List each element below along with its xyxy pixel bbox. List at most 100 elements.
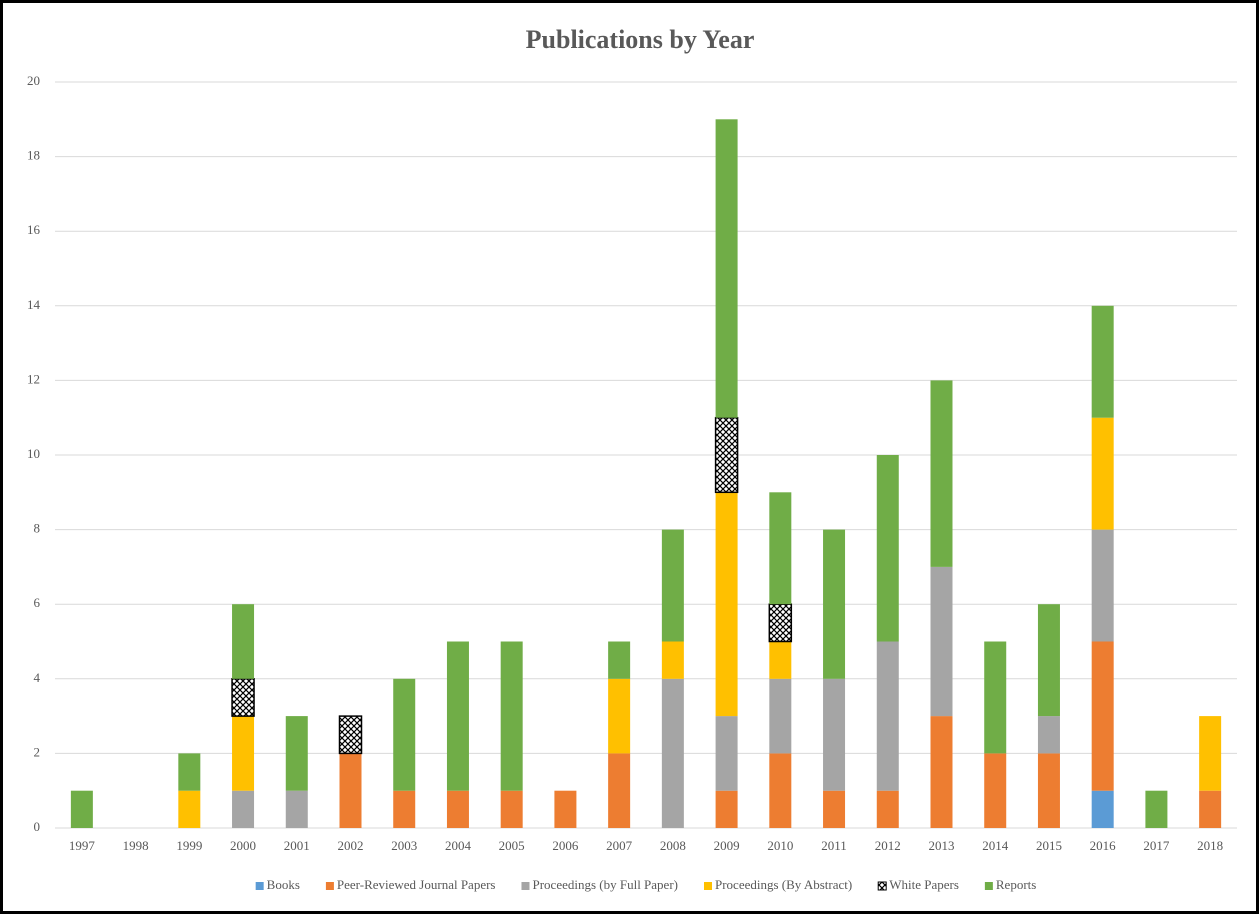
bar-segment bbox=[1091, 529, 1114, 642]
y-tick-label: 0 bbox=[34, 819, 41, 834]
bar-segment bbox=[232, 604, 255, 679]
bar-segment bbox=[769, 753, 792, 828]
bar-segment bbox=[70, 790, 93, 828]
bar-segment bbox=[393, 790, 416, 828]
legend-swatch bbox=[877, 881, 887, 891]
bar-segment bbox=[930, 566, 953, 717]
bar-segment bbox=[554, 790, 577, 828]
x-tick-label: 1997 bbox=[69, 838, 96, 853]
bar-segment bbox=[661, 678, 684, 828]
bar-segment bbox=[285, 790, 308, 828]
bar-segment bbox=[715, 119, 738, 418]
legend-label: Peer-Reviewed Journal Papers bbox=[337, 877, 496, 892]
bar-segment bbox=[930, 716, 953, 828]
bar-segment bbox=[1145, 790, 1168, 828]
legend-label: Proceedings (By Abstract) bbox=[715, 877, 852, 892]
x-tick-label: 2008 bbox=[660, 838, 686, 853]
x-tick-label: 2009 bbox=[714, 838, 740, 853]
x-tick-label: 2014 bbox=[982, 838, 1009, 853]
bar-segment bbox=[338, 715, 363, 755]
bar-segment bbox=[608, 753, 631, 828]
bar-segment bbox=[768, 603, 793, 643]
y-tick-label: 6 bbox=[34, 595, 41, 610]
bar-segment bbox=[178, 753, 201, 791]
bar-segment bbox=[823, 790, 846, 828]
y-tick-label: 10 bbox=[27, 446, 40, 461]
x-tick-label: 1998 bbox=[123, 838, 149, 853]
bar-segment bbox=[1091, 305, 1114, 418]
bar-segment bbox=[714, 416, 739, 494]
legend-swatch bbox=[255, 882, 264, 890]
bar-segment bbox=[769, 678, 792, 754]
bar-segment bbox=[1091, 790, 1114, 828]
bar-segment bbox=[823, 529, 846, 679]
x-tick-label: 2003 bbox=[391, 838, 417, 853]
x-tick-label: 2006 bbox=[552, 838, 579, 853]
x-tick-label: 2005 bbox=[499, 838, 525, 853]
bar-segment bbox=[769, 492, 792, 605]
y-tick-label: 12 bbox=[27, 371, 40, 386]
legend-label: Reports bbox=[996, 877, 1036, 892]
bar-segment bbox=[1091, 417, 1114, 530]
x-tick-label: 2011 bbox=[821, 838, 847, 853]
x-tick-label: 2016 bbox=[1090, 838, 1117, 853]
x-tick-label: 2013 bbox=[929, 838, 955, 853]
bar-segment bbox=[823, 678, 846, 791]
bar-segment bbox=[339, 753, 362, 828]
bar-segment bbox=[876, 641, 899, 791]
legend-label: White Papers bbox=[889, 877, 959, 892]
bar-segment bbox=[393, 678, 416, 791]
x-tick-label: 2004 bbox=[445, 838, 472, 853]
bar-segment bbox=[500, 641, 523, 791]
y-tick-label: 14 bbox=[27, 297, 41, 312]
legend-swatch bbox=[521, 882, 530, 890]
bar-segment bbox=[661, 529, 684, 642]
bar-segment bbox=[231, 678, 255, 717]
y-tick-label: 20 bbox=[27, 73, 40, 88]
bar-segment bbox=[876, 455, 899, 642]
y-tick-label: 18 bbox=[27, 148, 40, 163]
bar-segment bbox=[1037, 604, 1060, 717]
bar-segment bbox=[1091, 641, 1114, 791]
bar-segment bbox=[608, 641, 631, 679]
x-tick-label: 1999 bbox=[176, 838, 202, 853]
x-tick-label: 2000 bbox=[230, 838, 256, 853]
bar-segment bbox=[232, 790, 255, 828]
bar-segment bbox=[930, 380, 953, 567]
x-tick-label: 2017 bbox=[1143, 838, 1170, 853]
bar-segment bbox=[876, 790, 899, 828]
bar-segment bbox=[178, 790, 201, 828]
bar-segment bbox=[232, 716, 255, 791]
bar-segment bbox=[1037, 716, 1060, 754]
x-tick-label: 2012 bbox=[875, 838, 901, 853]
y-tick-label: 16 bbox=[27, 222, 41, 237]
x-tick-label: 2001 bbox=[284, 838, 310, 853]
y-tick-label: 4 bbox=[34, 670, 41, 685]
bar-segment bbox=[984, 641, 1007, 754]
bar-segment bbox=[285, 716, 308, 791]
bar-segment bbox=[715, 492, 738, 717]
x-tick-label: 2018 bbox=[1197, 838, 1223, 853]
bar-segment bbox=[715, 790, 738, 828]
bar-segment bbox=[715, 716, 738, 791]
bar-segment bbox=[608, 678, 631, 754]
bar-segment bbox=[446, 790, 469, 828]
bar-segment bbox=[1199, 716, 1222, 791]
legend-label: Proceedings (by Full Paper) bbox=[532, 877, 678, 892]
bar-segment bbox=[1199, 790, 1222, 828]
legend-swatch bbox=[704, 882, 712, 890]
bar-segment bbox=[446, 641, 469, 791]
legend-label: Books bbox=[267, 877, 300, 892]
bar-segment bbox=[1037, 753, 1060, 828]
bar-segment bbox=[769, 641, 792, 679]
y-tick-label: 2 bbox=[34, 744, 41, 759]
x-tick-label: 2002 bbox=[338, 838, 364, 853]
x-tick-label: 2007 bbox=[606, 838, 633, 853]
legend-swatch bbox=[325, 882, 334, 890]
chart-title: Publications by Year bbox=[526, 25, 755, 54]
x-tick-label: 2015 bbox=[1036, 838, 1062, 853]
x-tick-label: 2010 bbox=[767, 838, 793, 853]
bar-segment bbox=[661, 641, 684, 679]
bar-segment bbox=[500, 790, 523, 828]
